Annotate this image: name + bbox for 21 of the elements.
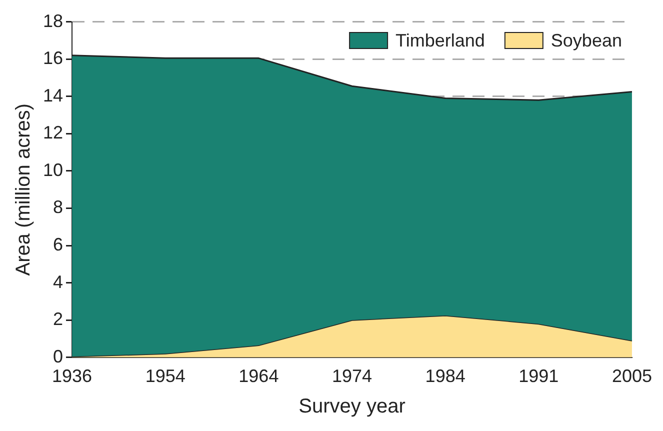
y-tick-label: 0 bbox=[53, 346, 64, 366]
y-tick-label: 14 bbox=[42, 85, 64, 106]
y-tick-label: 10 bbox=[42, 160, 64, 180]
y-tick-label: 4 bbox=[53, 272, 64, 292]
x-tick-label: 2005 bbox=[612, 366, 652, 386]
y-tick-label: 2 bbox=[53, 309, 64, 330]
y-tick-label: 18 bbox=[42, 10, 64, 31]
x-tick-label: 1974 bbox=[332, 366, 372, 386]
legend-label: Soybean bbox=[550, 30, 622, 50]
y-tick-label: 8 bbox=[53, 197, 64, 218]
y-tick-label: 16 bbox=[42, 48, 64, 68]
y-tick-label: 12 bbox=[42, 122, 64, 143]
y-axis-title: Area (million acres) bbox=[12, 103, 35, 276]
x-tick-label: 1991 bbox=[518, 366, 559, 386]
x-tick-label: 1936 bbox=[52, 366, 92, 386]
legend-label: Timberland bbox=[396, 30, 485, 50]
x-tick-label: 1954 bbox=[145, 366, 186, 386]
y-tick-label: 6 bbox=[53, 234, 64, 254]
x-tick-label: 1964 bbox=[238, 366, 279, 386]
x-tick-label: 1984 bbox=[425, 366, 466, 386]
x-axis-title: Survey year bbox=[298, 396, 406, 418]
